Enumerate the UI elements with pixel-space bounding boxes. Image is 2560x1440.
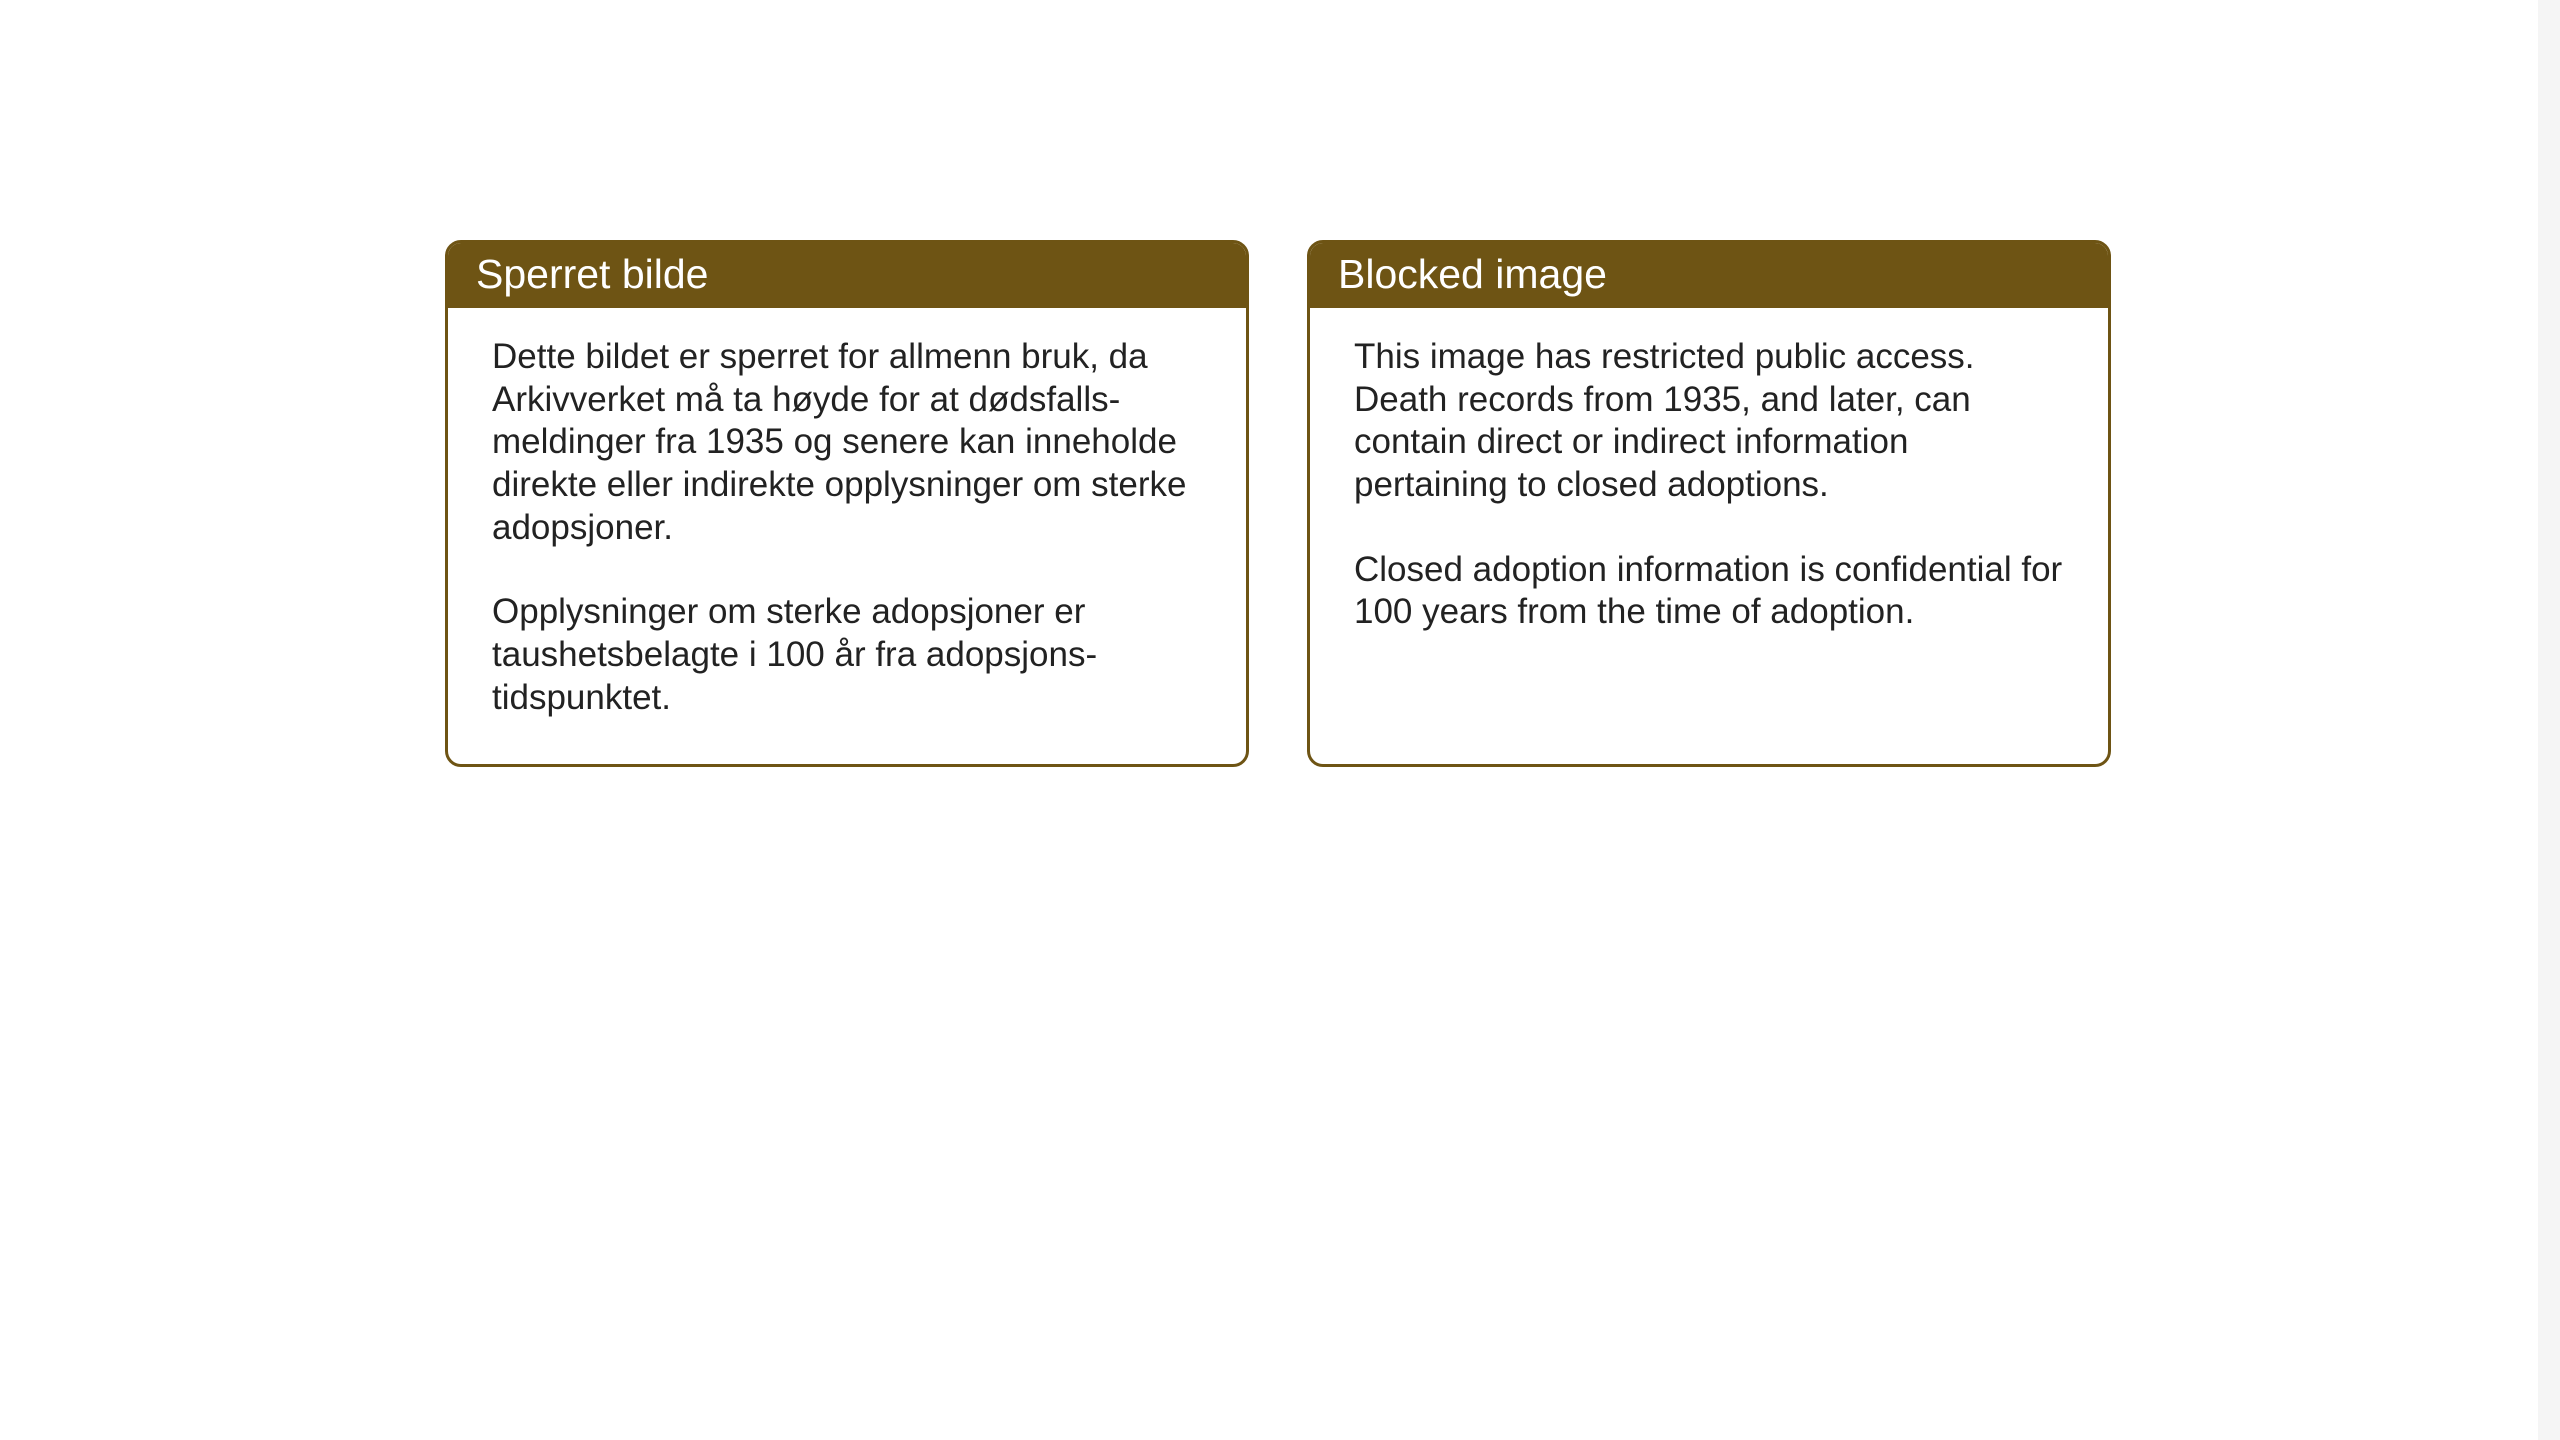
notice-paragraph2-norwegian: Opplysninger om sterke adopsjoner er tau… bbox=[492, 591, 1202, 719]
notice-card-body-norwegian: Dette bildet er sperret for allmenn bruk… bbox=[448, 308, 1246, 764]
notice-paragraph2-english: Closed adoption information is confident… bbox=[1354, 549, 2064, 634]
notice-card-header-english: Blocked image bbox=[1310, 243, 2108, 308]
notice-paragraph1-english: This image has restricted public access.… bbox=[1354, 336, 2064, 507]
vertical-scrollbar[interactable] bbox=[2538, 0, 2560, 1440]
notice-card-norwegian: Sperret bilde Dette bildet er sperret fo… bbox=[445, 240, 1249, 767]
notice-paragraph1-norwegian: Dette bildet er sperret for allmenn bruk… bbox=[492, 336, 1202, 549]
notice-card-header-norwegian: Sperret bilde bbox=[448, 243, 1246, 308]
notice-cards-container: Sperret bilde Dette bildet er sperret fo… bbox=[445, 240, 2111, 767]
notice-title-english: Blocked image bbox=[1338, 251, 1607, 297]
notice-title-norwegian: Sperret bilde bbox=[476, 251, 708, 297]
notice-card-body-english: This image has restricted public access.… bbox=[1310, 308, 2108, 678]
notice-card-english: Blocked image This image has restricted … bbox=[1307, 240, 2111, 767]
